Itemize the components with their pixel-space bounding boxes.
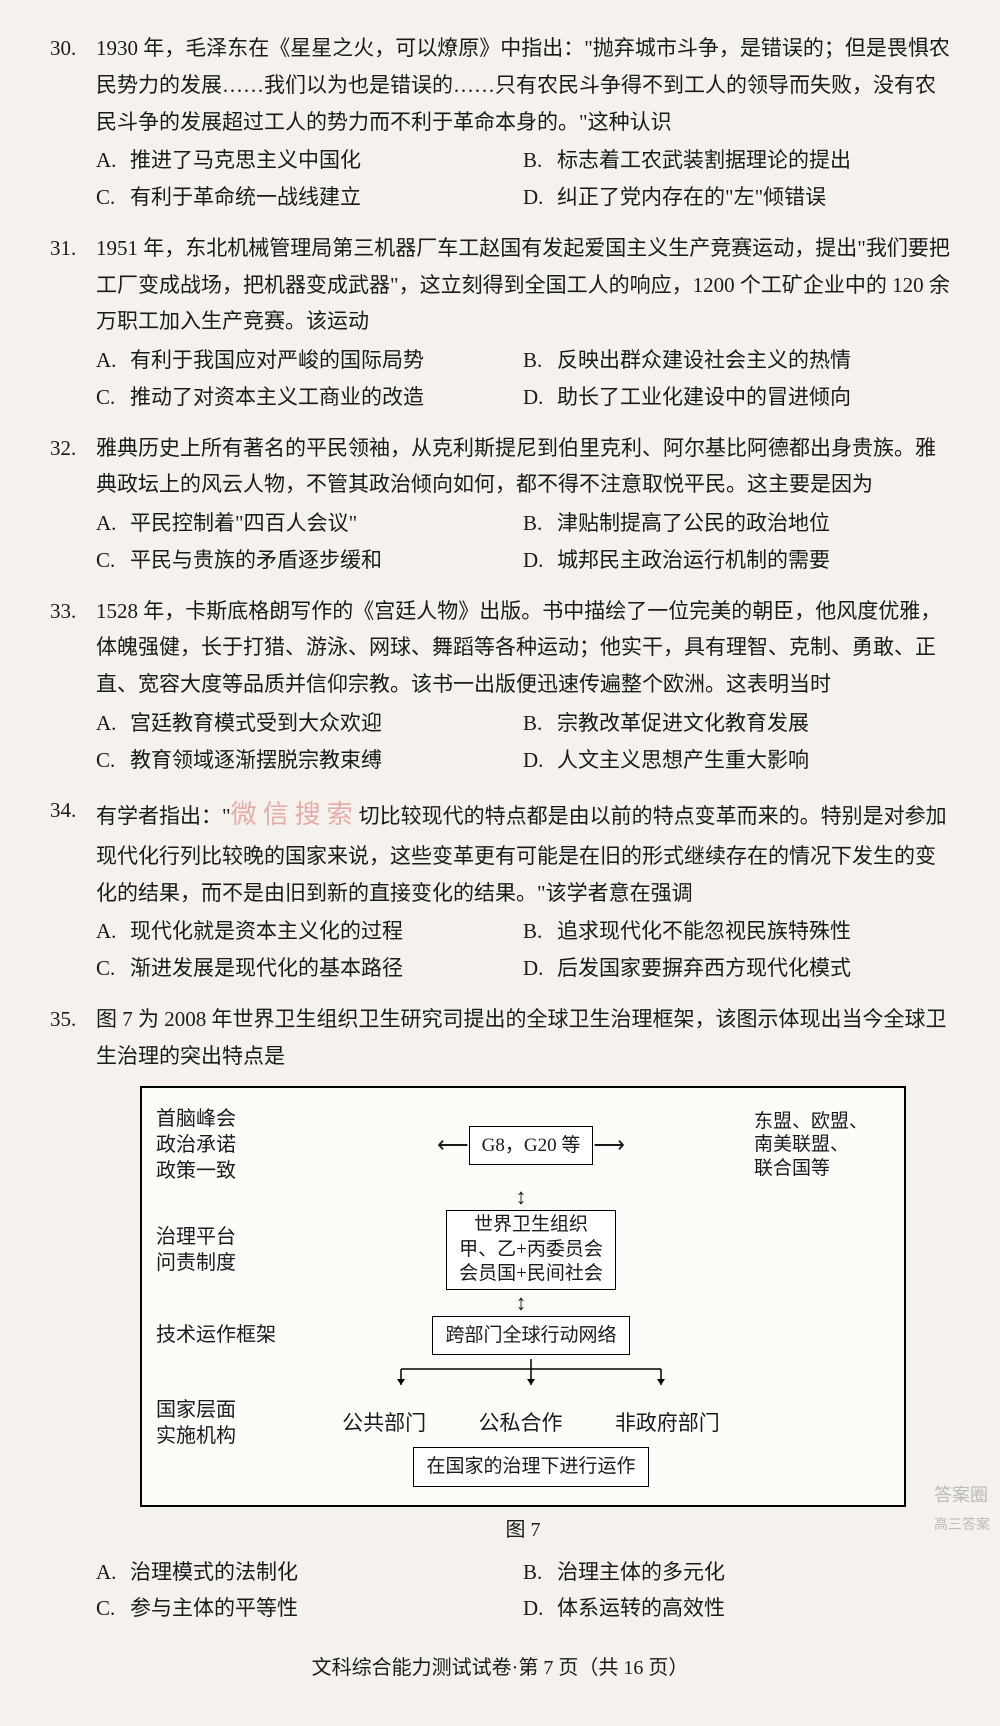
arrow-updown-icon: ↕: [156, 1294, 886, 1312]
arrow-left-icon: ⟵: [437, 1126, 469, 1165]
option-b[interactable]: B.追求现代化不能忽视民族特殊性: [523, 913, 950, 950]
option-d[interactable]: D.城邦民主政治运行机制的需要: [523, 542, 950, 579]
option-b[interactable]: B.标志着工农武装割据理论的提出: [523, 142, 950, 179]
q-num: 32.: [50, 430, 96, 579]
d-leaf-b: 公私合作: [478, 1405, 562, 1442]
option-d[interactable]: D.纠正了党内存在的"左"倾错误: [523, 179, 950, 216]
option-a[interactable]: A.推进了马克思主义中国化: [96, 142, 523, 179]
d-box-net: 跨部门全球行动网络: [432, 1316, 629, 1355]
option-c[interactable]: C.有利于革命统一战线建立: [96, 179, 523, 216]
d-label-1: 首脑峰会 政治承诺 政策一致: [156, 1106, 316, 1184]
option-b[interactable]: B.津贴制提高了公民的政治地位: [523, 505, 950, 542]
q-stem: 1930 年，毛泽东在《星星之火，可以燎原》中指出："抛弃城市斗争，是错误的；但…: [96, 30, 950, 140]
q-stem: 1951 年，东北机械管理局第三机器厂车工赵国有发起爱国主义生产竞赛运动，提出"…: [96, 230, 950, 340]
option-b[interactable]: B.反映出群众建设社会主义的热情: [523, 342, 950, 379]
option-d[interactable]: D.人文主义思想产生重大影响: [523, 742, 950, 779]
d-label-2: 治理平台 问责制度: [156, 1224, 316, 1276]
question-33: 33. 1528 年，卡斯底格朗写作的《宫廷人物》出版。书中描绘了一位完美的朝臣…: [50, 593, 950, 779]
q-stem: 有学者指出："微信搜索切比较现代的特点都是由以前的特点变革而来的。特别是对参加现…: [96, 792, 950, 911]
option-a[interactable]: A.宫廷教育模式受到大众欢迎: [96, 705, 523, 742]
q-num: 33.: [50, 593, 96, 779]
watermark-text: 微信搜索: [231, 800, 359, 829]
d-side-1: 东盟、欧盟、 南美联盟、 联合国等: [746, 1110, 886, 1181]
option-b[interactable]: B.宗教改革促进文化教育发展: [523, 705, 950, 742]
corner-watermark: 答案圈 高三答案: [934, 1480, 990, 1536]
question-31: 31. 1951 年，东北机械管理局第三机器厂车工赵国有发起爱国主义生产竞赛运动…: [50, 230, 950, 416]
option-a[interactable]: A.现代化就是资本主义化的过程: [96, 913, 523, 950]
question-32: 32. 雅典历史上所有著名的平民领袖，从克利斯提尼到伯里克利、阿尔基比阿德都出身…: [50, 430, 950, 579]
q-stem: 雅典历史上所有著名的平民领袖，从克利斯提尼到伯里克利、阿尔基比阿德都出身贵族。雅…: [96, 430, 950, 504]
option-c[interactable]: C.参与主体的平等性: [96, 1590, 523, 1627]
option-c[interactable]: C.教育领域逐渐摆脱宗教束缚: [96, 742, 523, 779]
option-c[interactable]: C.平民与贵族的矛盾逐步缓和: [96, 542, 523, 579]
d-label-3: 技术运作框架: [156, 1322, 316, 1348]
arrow-updown-icon: ↕: [156, 1188, 886, 1206]
question-34: 34. 有学者指出："微信搜索切比较现代的特点都是由以前的特点变革而来的。特别是…: [50, 792, 950, 987]
d-label-4: 国家层面 实施机构: [156, 1397, 316, 1449]
q-num: 35.: [50, 1001, 96, 1627]
d-leaf-c: 非政府部门: [615, 1405, 720, 1442]
q-stem: 1528 年，卡斯底格朗写作的《宫廷人物》出版。书中描绘了一位完美的朝臣，他风度…: [96, 593, 950, 703]
option-d[interactable]: D.体系运转的高效性: [523, 1590, 950, 1627]
figure-caption: 图 7: [96, 1513, 950, 1548]
option-a[interactable]: A.治理模式的法制化: [96, 1554, 523, 1591]
option-d[interactable]: D.助长了工业化建设中的冒进倾向: [523, 379, 950, 416]
figure-7: 首脑峰会 政治承诺 政策一致 ⟵ G8，G20 等 ⟶ 东盟、欧盟、 南美联盟、…: [96, 1086, 950, 1547]
q-num: 34.: [50, 792, 96, 987]
q-num: 31.: [50, 230, 96, 416]
d-box-who: 世界卫生组织 甲、乙+丙委员会 会员国+民间社会: [446, 1210, 616, 1290]
question-30: 30. 1930 年，毛泽东在《星星之火，可以燎原》中指出："抛弃城市斗争，是错…: [50, 30, 950, 216]
option-c[interactable]: C.推动了对资本主义工商业的改造: [96, 379, 523, 416]
d-box-g8: G8，G20 等: [469, 1126, 594, 1165]
option-c[interactable]: C.渐进发展是现代化的基本路径: [96, 950, 523, 987]
q-stem: 图 7 为 2008 年世界卫生组织卫生研究司提出的全球卫生治理框架，该图示体现…: [96, 1001, 950, 1075]
page-footer: 文科综合能力测试试卷·第 7 页（共 16 页）: [50, 1651, 950, 1686]
option-b[interactable]: B.治理主体的多元化: [523, 1554, 950, 1591]
branch-arrows-icon: [351, 1359, 711, 1393]
arrow-right-icon: ⟶: [593, 1126, 625, 1165]
question-35: 35. 图 7 为 2008 年世界卫生组织卫生研究司提出的全球卫生治理框架，该…: [50, 1001, 950, 1627]
option-a[interactable]: A.有利于我国应对严峻的国际局势: [96, 342, 523, 379]
option-d[interactable]: D.后发国家要摒弃西方现代化模式: [523, 950, 950, 987]
q-num: 30.: [50, 30, 96, 216]
d-box-bottom: 在国家的治理下进行运作: [413, 1447, 648, 1486]
option-a[interactable]: A.平民控制着"四百人会议": [96, 505, 523, 542]
d-leaf-a: 公共部门: [342, 1405, 426, 1442]
